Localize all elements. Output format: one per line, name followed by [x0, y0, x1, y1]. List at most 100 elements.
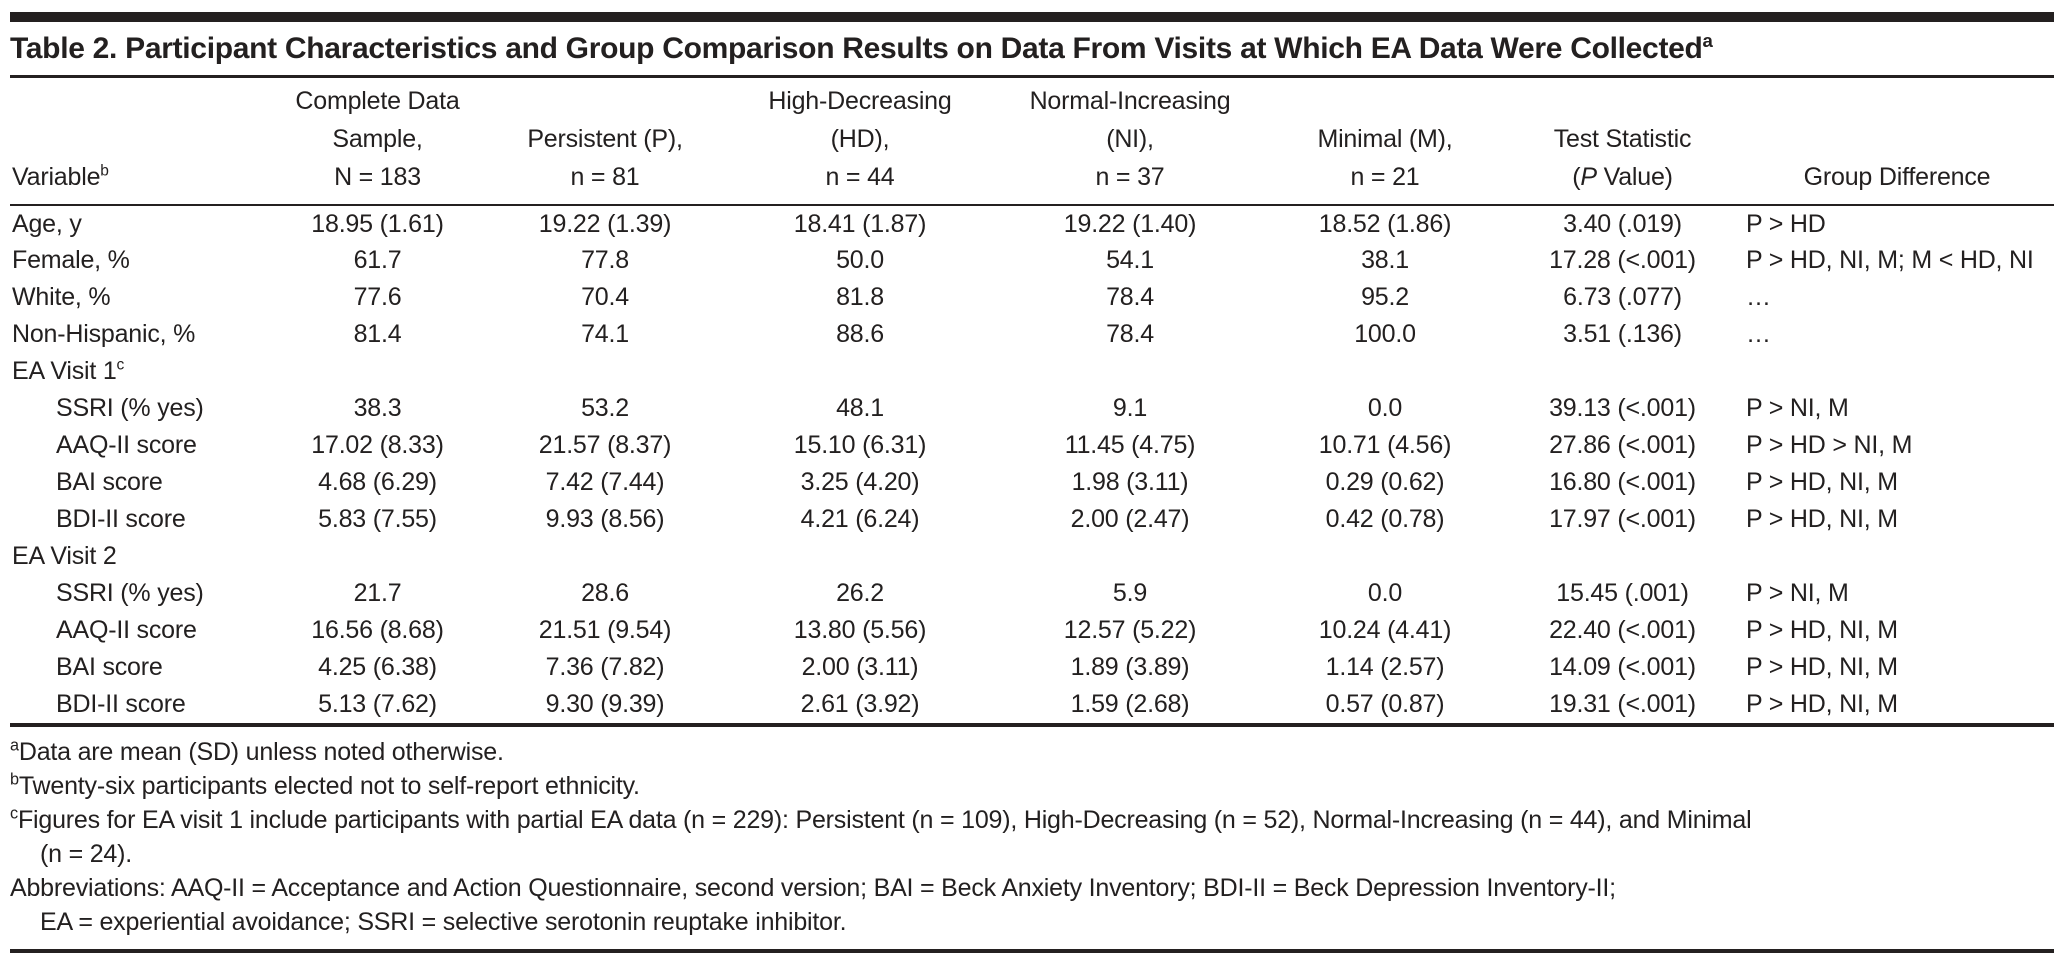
- row-label: BDI-II score: [56, 690, 186, 718]
- cell-persistent: 21.57 (8.37): [538, 431, 672, 459]
- cell-test-statistic: 39.13 (<.001): [1549, 394, 1696, 422]
- header-row: Variableb Complete Data Sample, N = 183 …: [10, 78, 2054, 206]
- cell-minimal: 95.2: [1361, 283, 1409, 311]
- cell-normal-increasing: 2.00 (2.47): [1070, 505, 1190, 533]
- cell-complete-sample: 21.7: [353, 579, 402, 607]
- footnote-text: Figures for EA visit 1 include participa…: [17, 806, 1752, 834]
- cell-high-decreasing: 2.61 (3.92): [800, 690, 920, 718]
- cell-complete-sample: 4.25 (6.38): [318, 653, 437, 681]
- cell-group-difference: P > HD, NI, M: [1746, 653, 1898, 681]
- footnotes: aData are mean (SD) unless noted otherwi…: [10, 727, 2054, 941]
- table-row: BAI score 4.68 (6.29) 7.42 (7.44) 3.25 (…: [10, 464, 2054, 501]
- footnote: bTwenty-six participants elected not to …: [10, 769, 2054, 803]
- cell-test-statistic: [1505, 353, 1740, 390]
- footnote-line: bTwenty-six participants elected not to …: [10, 769, 2054, 803]
- cell-minimal: 100.0: [1354, 320, 1416, 348]
- cell-group-difference: P > HD, NI, M: [1746, 690, 1898, 718]
- column-header-minimal: Minimal (M), n = 21: [1265, 78, 1505, 206]
- footnote-line: EA = experiential avoidance; SSRI = sele…: [40, 908, 847, 936]
- cell-normal-increasing: 12.57 (5.22): [1063, 616, 1197, 644]
- cell-persistent: 19.22 (1.39): [538, 209, 672, 238]
- cell-normal-increasing: [995, 353, 1265, 390]
- rule-under-title: [10, 75, 2054, 78]
- participant-characteristics-table: Variableb Complete Data Sample, N = 183 …: [10, 78, 2054, 723]
- cell-normal-increasing: 19.22 (1.40): [1063, 209, 1197, 238]
- section-header-row: EA Visit 2: [10, 538, 2054, 575]
- cell-minimal: 0.57 (0.87): [1325, 690, 1445, 718]
- cell-minimal: 10.71 (4.56): [1318, 431, 1452, 459]
- footnote: aData are mean (SD) unless noted otherwi…: [10, 735, 2054, 769]
- cell-high-decreasing: 48.1: [836, 394, 884, 422]
- cell-group-difference: P > HD, NI, M: [1746, 505, 1898, 533]
- cell-group-difference: …: [1746, 320, 1771, 348]
- cell-normal-increasing: 11.45 (4.75): [1064, 431, 1196, 459]
- footnote-line: cFigures for EA visit 1 include particip…: [10, 803, 2054, 837]
- cell-minimal: 38.1: [1361, 246, 1409, 274]
- cell-minimal: 10.24 (4.41): [1318, 616, 1452, 644]
- cell-test-statistic: 15.45 (.001): [1556, 579, 1689, 607]
- table-row: SSRI (% yes) 21.7 28.6 26.2 5.9 0.0 15.4…: [10, 575, 2054, 612]
- cell-test-statistic: 3.51 (.136): [1563, 320, 1682, 348]
- p-value-line: (P Value): [1572, 163, 1673, 191]
- cell-normal-increasing: [995, 538, 1265, 575]
- footnote-text: Data are mean (SD) unless noted otherwis…: [18, 738, 504, 766]
- cell-complete-sample: 17.02 (8.33): [311, 431, 444, 459]
- cell-group-difference: [1740, 353, 2054, 390]
- cell-complete-sample: 61.7: [353, 246, 402, 274]
- cell-high-decreasing: 3.25 (4.20): [800, 468, 920, 496]
- top-bar: [10, 12, 2054, 22]
- cell-high-decreasing: 13.80 (5.56): [793, 616, 927, 644]
- cell-test-statistic: 27.86 (<.001): [1549, 431, 1696, 459]
- cell-normal-increasing: 5.9: [1112, 579, 1148, 607]
- cell-minimal: 18.52 (1.86): [1318, 209, 1452, 238]
- row-label: BAI score: [56, 653, 163, 681]
- table-row: BDI-II score 5.83 (7.55) 9.93 (8.56) 4.2…: [10, 501, 2054, 538]
- rule-bottom: [10, 949, 2054, 953]
- table-title-footnote-marker: a: [1702, 30, 1713, 51]
- cell-group-difference: P > HD, NI, M; M < HD, NI: [1746, 246, 2034, 274]
- cell-complete-sample: [270, 538, 485, 575]
- footnote-text: Abbreviations: AAQ-II = Acceptance and A…: [10, 874, 1616, 902]
- cell-persistent: [485, 538, 725, 575]
- cell-persistent: 74.1: [581, 320, 629, 348]
- cell-minimal: [1265, 538, 1505, 575]
- cell-normal-increasing: 78.4: [1106, 320, 1154, 348]
- cell-persistent: 7.36 (7.82): [545, 653, 665, 681]
- footnote-line: (n = 24).: [40, 840, 132, 868]
- cell-persistent: 21.51 (9.54): [538, 616, 672, 644]
- table-row: SSRI (% yes) 38.3 53.2 48.1 9.1 0.0 39.1…: [10, 390, 2054, 427]
- cell-persistent: 9.30 (9.39): [545, 690, 665, 718]
- cell-complete-sample: 5.13 (7.62): [318, 690, 437, 718]
- table-row: White, % 77.6 70.4 81.8 78.4 95.2 6.73 (…: [10, 279, 2054, 316]
- footnote: Abbreviations: AAQ-II = Acceptance and A…: [10, 871, 2054, 939]
- row-label: EA Visit 1c: [12, 356, 125, 385]
- cell-test-statistic: 14.09 (<.001): [1549, 653, 1696, 681]
- cell-test-statistic: 3.40 (.019): [1563, 209, 1682, 238]
- table-row: AAQ-II score 17.02 (8.33) 21.57 (8.37) 1…: [10, 427, 2054, 464]
- column-header-variable: Variableb: [10, 78, 270, 206]
- table-body: Age, y 18.95 (1.61) 19.22 (1.39) 18.41 (…: [10, 205, 2054, 723]
- row-label: BAI score: [56, 468, 163, 496]
- table-title-text: Table 2. Participant Characteristics and…: [10, 32, 1703, 65]
- row-label: AAQ-II score: [56, 431, 197, 459]
- cell-normal-increasing: 1.59 (2.68): [1070, 690, 1190, 718]
- column-header-high-decreasing: High-Decreasing (HD), n = 44: [725, 78, 995, 206]
- cell-high-decreasing: 2.00 (3.11): [801, 653, 919, 681]
- cell-normal-increasing: 54.1: [1106, 246, 1154, 274]
- cell-test-statistic: 17.97 (<.001): [1549, 505, 1696, 533]
- cell-group-difference: P > NI, M: [1746, 579, 1849, 607]
- table-row: BAI score 4.25 (6.38) 7.36 (7.82) 2.00 (…: [10, 649, 2054, 686]
- cell-persistent: 53.2: [581, 394, 629, 422]
- column-header-persistent: Persistent (P), n = 81: [485, 78, 725, 206]
- cell-group-difference: P > HD, NI, M: [1746, 468, 1898, 496]
- cell-minimal: 1.14 (2.57): [1325, 653, 1445, 681]
- row-label: Age, y: [12, 209, 82, 238]
- table-header: Variableb Complete Data Sample, N = 183 …: [10, 78, 2054, 206]
- row-label: White, %: [12, 283, 111, 311]
- table-title: Table 2. Participant Characteristics and…: [10, 22, 2054, 75]
- cell-test-statistic: 6.73 (.077): [1563, 283, 1682, 311]
- row-label: BDI-II score: [56, 505, 186, 533]
- cell-normal-increasing: 9.1: [1112, 394, 1148, 422]
- cell-group-difference: [1740, 538, 2054, 575]
- cell-persistent: 9.93 (8.56): [545, 505, 665, 533]
